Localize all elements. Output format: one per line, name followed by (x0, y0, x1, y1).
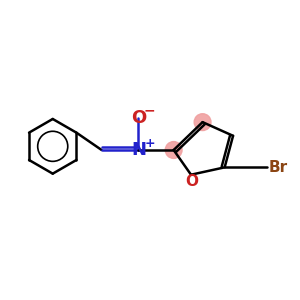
Circle shape (165, 142, 182, 158)
Text: O: O (131, 110, 146, 128)
Text: Br: Br (269, 160, 288, 175)
Text: +: + (145, 137, 155, 150)
Text: O: O (186, 173, 199, 188)
Text: N: N (131, 141, 146, 159)
Text: −: − (143, 103, 155, 118)
Circle shape (194, 114, 211, 130)
